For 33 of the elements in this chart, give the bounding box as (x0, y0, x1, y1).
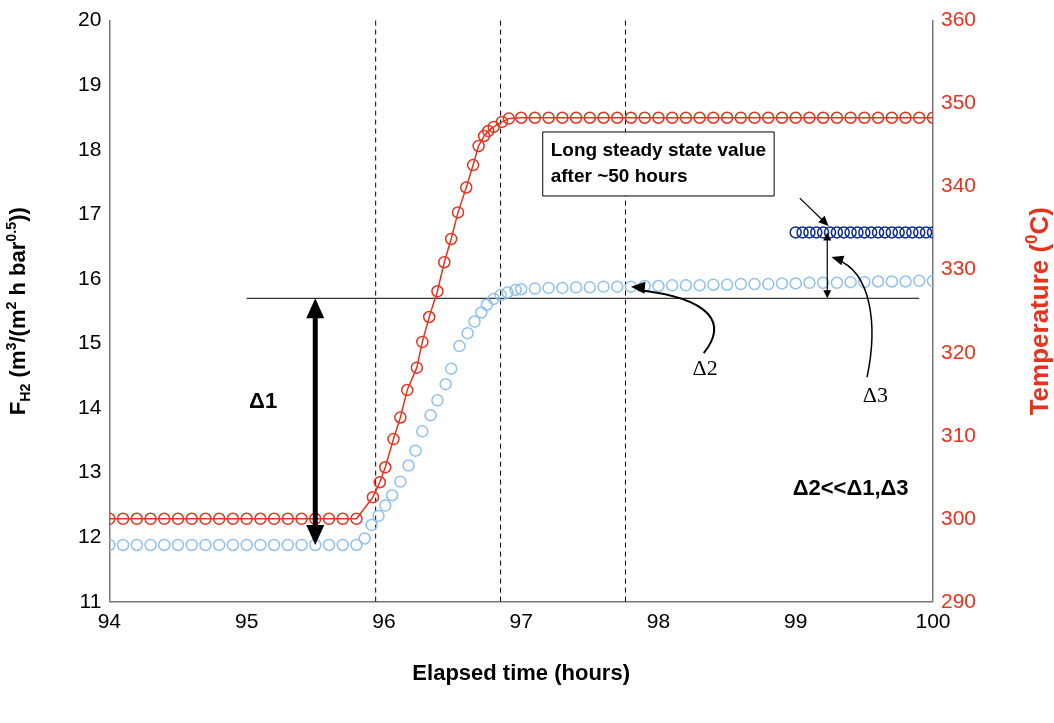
y2-tick-label: 360 (940, 7, 977, 31)
y-tick-label: 19 (78, 71, 102, 95)
y2-axis-title: Temperature (0C) (1021, 207, 1054, 416)
x-tick-label: 99 (784, 609, 808, 633)
y-tick-label: 12 (78, 524, 102, 548)
y2-tick-label: 320 (940, 339, 977, 363)
annotation: Δ2<<Δ1,Δ3 (792, 474, 909, 500)
x-tick-label: 96 (372, 609, 396, 633)
y-tick-label: 20 (78, 7, 102, 31)
x-axis-title: Elapsed time (hours) (412, 659, 630, 685)
y-tick-label: 16 (78, 265, 102, 289)
y-tick-label: 14 (78, 394, 102, 418)
y-tick-label: 11 (79, 588, 102, 612)
x-tick-label: 97 (509, 609, 533, 633)
annotation: Δ2 (692, 355, 718, 381)
annotation: Δ3 (862, 382, 888, 408)
y2-tick-label: 340 (940, 173, 977, 197)
y2-tick-label: 310 (940, 422, 977, 446)
y-tick-label: 13 (78, 459, 102, 483)
x-tick-label: 95 (234, 609, 259, 633)
annotation: Long steady state value after ~50 hours (550, 139, 767, 187)
y-tick-label: 17 (78, 201, 102, 225)
y2-tick-label: 330 (940, 256, 977, 280)
x-tick-label: 98 (646, 609, 671, 633)
y2-tick-label: 290 (940, 588, 977, 612)
y-tick-label: 15 (78, 330, 102, 354)
annotation: Δ1 (249, 387, 278, 413)
y-tick-label: 18 (78, 136, 102, 160)
x-tick-label: 100 (915, 609, 951, 633)
y2-tick-label: 300 (940, 505, 977, 529)
text: FH2 (m3/(m2 h bar0.5)) (2, 207, 33, 416)
y2-tick-label: 350 (940, 90, 977, 114)
x-tick-label: 94 (97, 609, 122, 633)
